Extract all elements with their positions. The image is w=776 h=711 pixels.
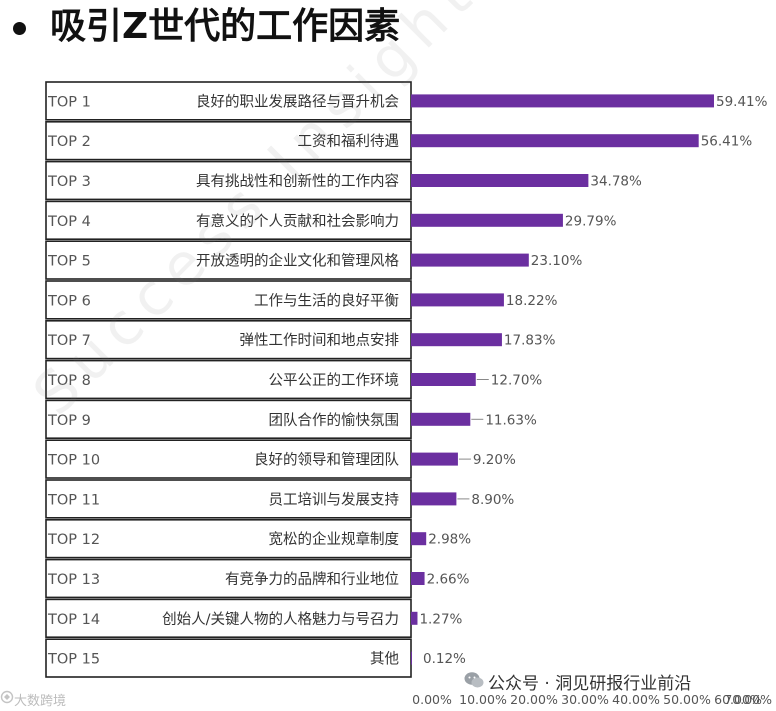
bar: [411, 134, 699, 148]
bar: [411, 572, 425, 585]
bar: [411, 532, 427, 546]
rank-label: TOP 12: [47, 532, 100, 548]
category-label: 公平公正的工作环境: [269, 371, 400, 389]
data-label: 56.41%: [701, 134, 753, 150]
data-label: 23.10%: [531, 253, 583, 269]
category-label: 弹性工作时间和地点安排: [240, 332, 400, 349]
bar: [411, 412, 471, 426]
rank-label: TOP 13: [47, 572, 100, 588]
category-label: 团队合作的愉快氛围: [269, 412, 400, 429]
category-label: 有竞争力的品牌和行业地位: [225, 570, 399, 588]
x-axis-ticks: 0.00% 10.00% 20.00% 30.00% 40.00% 50.00% 60.00…: [412, 692, 772, 707]
x-tick-label: 70.00%: [724, 692, 772, 707]
x-tick-label: 20.00%: [510, 692, 558, 707]
bar: [411, 452, 458, 466]
table-row: [45, 439, 412, 479]
rank-label: TOP 7: [47, 333, 91, 349]
rank-label: TOP 14: [47, 612, 100, 628]
category-label: 其他: [370, 651, 399, 668]
rank-table: TOP 1 良好的职业发展路径与晋升机会 TOP 2 工资和福利待遇 TOP 3 具有挑战…: [45, 81, 412, 678]
bullet-icon: [13, 22, 26, 35]
rank-label: TOP 10: [47, 453, 100, 469]
category-label: 良好的职业发展路径与晋升机会: [196, 93, 399, 110]
category-label: 员工培训与发展支持: [269, 491, 400, 508]
x-tick-label: 10.00%: [459, 692, 507, 707]
bar: [411, 213, 563, 227]
bar: [411, 174, 589, 187]
data-label: 2.98%: [428, 532, 471, 548]
bar: [411, 253, 529, 267]
data-label: 1.27%: [419, 611, 462, 627]
table-row: [45, 598, 412, 639]
bar: [411, 611, 418, 625]
rank-label: TOP 11: [47, 492, 100, 508]
data-labels-group: 59.41% 56.41% 34.78% 29.79% 23.10% 18.22% 17.8…: [419, 94, 767, 667]
category-label: 良好的领导和管理团队: [254, 452, 399, 469]
x-tick-label: 60.00%: [714, 692, 762, 707]
x-tick-label: 50.00%: [663, 692, 711, 707]
table-row: [45, 240, 412, 280]
data-label: 17.83%: [504, 333, 556, 349]
data-label: 12.70%: [491, 373, 543, 389]
bar: [411, 293, 504, 307]
category-label: 工资和福利待遇: [298, 133, 400, 150]
rank-label: TOP 9: [47, 413, 91, 429]
bar: [411, 94, 714, 108]
table-row: [45, 200, 412, 240]
category-label: 有意义的个人贡献和社会影响力: [196, 212, 399, 230]
wechat-icon: [464, 672, 484, 688]
table-row: [45, 81, 412, 121]
rank-label: TOP 3: [47, 174, 91, 190]
x-tick-label: 40.00%: [612, 692, 660, 707]
table-row: [45, 160, 412, 201]
x-tick-label: 0.00%: [412, 692, 452, 707]
corner-credit: 大数跨境: [14, 694, 67, 709]
table-row: [45, 280, 412, 320]
table-row: [45, 319, 412, 360]
category-label: 具有挑战性和创新性的工作内容: [196, 173, 399, 190]
category-label: 工作与生活的良好平衡: [254, 292, 399, 309]
data-label: 9.20%: [473, 452, 516, 468]
data-label: 2.66%: [427, 572, 470, 588]
x-tick-label: 30.00%: [561, 692, 609, 707]
bar: [411, 333, 502, 347]
data-label: 11.63%: [485, 412, 537, 428]
bar: [411, 373, 476, 386]
rank-label: TOP 4: [47, 214, 91, 230]
bar: [411, 492, 457, 506]
category-label: 开放透明的企业文化和管理风格: [196, 252, 399, 270]
corner-logo-icon: [0, 690, 14, 704]
rank-label: TOP 6: [47, 293, 91, 309]
category-label: 创始人/关键人物的人格魅力与号召力: [162, 611, 399, 628]
data-label: 0.12%: [423, 651, 466, 667]
table-row: [45, 638, 412, 678]
rank-label: TOP 1: [47, 94, 91, 110]
bars-group: [411, 94, 714, 665]
page-title: 吸引Z世代的工作因素: [50, 6, 401, 47]
category-label: 宽松的企业规章制度: [269, 530, 400, 548]
wechat-credit: 公众号 · 洞见研报行业前沿: [488, 674, 692, 694]
rank-label: TOP 2: [47, 134, 91, 150]
data-label: 59.41%: [716, 94, 768, 110]
rank-label: TOP 8: [47, 373, 91, 389]
rank-label: TOP 5: [47, 254, 91, 270]
table-row: [45, 399, 412, 439]
rank-label: TOP 15: [47, 652, 100, 668]
data-label: 18.22%: [506, 293, 558, 309]
data-label: 34.78%: [590, 174, 642, 190]
table-row: [45, 479, 412, 519]
table-row: [45, 359, 412, 400]
data-label: 8.90%: [471, 492, 514, 508]
data-label: 29.79%: [565, 213, 617, 229]
title-row: 吸引Z世代的工作因素: [0, 0, 776, 56]
bar: [411, 651, 412, 665]
table-row: [45, 518, 412, 559]
